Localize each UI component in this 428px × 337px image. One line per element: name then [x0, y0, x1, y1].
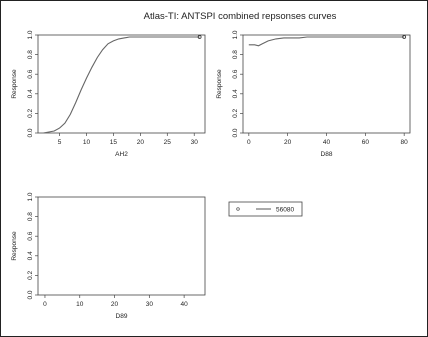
y-tick-label: 0.8: [232, 50, 239, 59]
series-end-point: [402, 35, 407, 39]
plot-area: [37, 196, 206, 296]
y-tick-label: 0.2: [232, 109, 239, 118]
y-tick-label: 0.6: [27, 69, 34, 78]
x-tick-label: 20: [137, 139, 145, 146]
y-tick-label: 0.0: [232, 128, 239, 137]
x-tick-label: 25: [164, 139, 172, 146]
legend-label: 56080: [276, 207, 294, 214]
y-tick-label: 1.0: [27, 30, 34, 39]
x-tick-label: 40: [323, 139, 331, 146]
plot-area: [37, 34, 206, 134]
y-tick-label: 1.0: [27, 192, 34, 201]
x-tick-label: 30: [191, 139, 199, 146]
x-axis-label: D88: [321, 151, 333, 158]
x-axis-label: D89: [116, 313, 128, 320]
x-tick-label: 20: [111, 301, 119, 308]
y-tick-label: 0.4: [232, 89, 239, 98]
x-tick-label: 5: [58, 139, 62, 146]
y-tick-label: 0.2: [27, 271, 34, 280]
y-axis-label: Response: [11, 231, 18, 261]
x-tick-label: 10: [76, 301, 84, 308]
x-tick-label: 15: [110, 139, 118, 146]
series-end-point: [197, 35, 202, 39]
x-axis-label: AH2: [115, 151, 128, 158]
series-line: [248, 36, 405, 47]
y-tick-label: 0.8: [27, 50, 34, 59]
y-axis-label: Response: [11, 69, 18, 99]
x-tick-label: 20: [284, 139, 292, 146]
figure-title: Atlas-TI: ANTSPI combined repsonses curv…: [144, 11, 337, 22]
y-axis-label: Response: [216, 69, 223, 99]
x-tick-label: 60: [362, 139, 370, 146]
y-tick-label: 1.0: [232, 30, 239, 39]
panel-1: 5 10 15 20 25 30 0.0 0.2 0.4 0.6 0.8 1.0 AH2 Response: [11, 30, 206, 158]
x-tick-label: 30: [146, 301, 154, 308]
legend: 56080: [228, 201, 303, 217]
x-tick-label: 0: [247, 139, 251, 146]
x-tick-label: 80: [401, 139, 409, 146]
plot-area: [242, 34, 411, 134]
x-tick-label: 10: [83, 139, 91, 146]
x-tick-label: 0: [43, 301, 47, 308]
x-tick-label: 40: [181, 301, 189, 308]
y-tick-label: 0.0: [27, 128, 34, 137]
y-tick-label: 0.4: [27, 251, 34, 260]
legend-marker: [236, 207, 240, 211]
panel-3: 0 10 20 30 40 0.0 0.2 0.4 0.6 0.8 1.0 D89 Response: [11, 192, 206, 320]
y-tick-label: 0.6: [27, 231, 34, 240]
panel-2: 0 20 40 60 80 0.0 0.2 0.4 0.6 0.8 1.0 D88 Response: [216, 30, 411, 158]
y-tick-label: 0.8: [27, 212, 34, 221]
series-line: [43, 36, 200, 134]
y-tick-label: 0.0: [27, 290, 34, 299]
y-tick-label: 0.2: [27, 109, 34, 118]
y-tick-label: 0.6: [232, 69, 239, 78]
y-tick-label: 0.4: [27, 89, 34, 98]
